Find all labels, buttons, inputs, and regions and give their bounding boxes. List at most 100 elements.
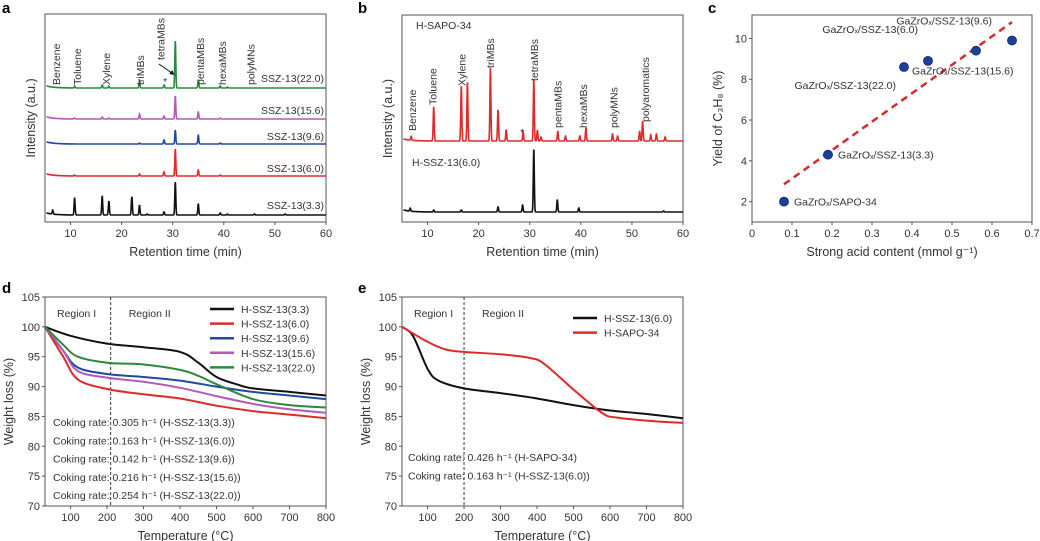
chromatogram-trace bbox=[403, 149, 683, 213]
y-axis-label: Intensity (a.u.) bbox=[24, 78, 38, 157]
x-tick-label: 0.3 bbox=[864, 228, 879, 240]
y-tick-label: 10 bbox=[735, 33, 747, 45]
point-label: GaZrOₓ/SAPO-34 bbox=[794, 197, 877, 209]
region-label: Region I bbox=[414, 308, 453, 320]
panel-letter: a bbox=[2, 0, 11, 17]
y-axis-label: Weight loss (%) bbox=[359, 358, 373, 445]
peak-label: hexaMBs bbox=[578, 84, 590, 128]
point-label: GaZrOₓ/SSZ-13(9.6) bbox=[896, 15, 992, 27]
legend-label: H-SSZ-13(6.0) bbox=[604, 313, 672, 325]
x-tick-label: 40 bbox=[218, 228, 230, 240]
y-tick-label: 2 bbox=[741, 197, 747, 209]
axes-frame bbox=[401, 14, 684, 223]
y-tick-label: 105 bbox=[379, 292, 397, 304]
panel-c: c 0 0.1 0.2 0.3 0.4 0.5 0.6 0.7 2 4 6 8 10 Strong acid… bbox=[708, 0, 1040, 259]
y-tick-label: 90 bbox=[385, 382, 397, 394]
peak-label: polyaromatics bbox=[640, 57, 652, 122]
trace-label: SSZ-13(15.6) bbox=[261, 105, 324, 117]
arrow-head-icon bbox=[169, 70, 175, 75]
trace-label: SSZ-13(9.6) bbox=[267, 131, 324, 143]
x-axis-label: Retention time (min) bbox=[486, 245, 599, 259]
x-tick-label: 60 bbox=[677, 228, 689, 240]
peak-label: pentaMBs bbox=[552, 81, 564, 128]
x-tick-label: 60 bbox=[320, 228, 332, 240]
x-tick-label: 700 bbox=[280, 512, 298, 524]
chromatogram-trace bbox=[46, 95, 326, 120]
x-tick-label: 500 bbox=[564, 512, 582, 524]
peak-label: polyMNs bbox=[245, 44, 257, 85]
x-tick-label: 20 bbox=[473, 228, 485, 240]
asterisk: * bbox=[163, 76, 167, 88]
chromatogram-trace bbox=[46, 40, 326, 89]
tga-curve bbox=[44, 326, 327, 414]
peak-label: tetraMBs bbox=[529, 39, 541, 81]
data-point bbox=[923, 55, 933, 66]
region-label: Region II bbox=[129, 308, 171, 320]
legend-label: H-SAPO-34 bbox=[604, 328, 660, 340]
trace-label: SSZ-13(6.0) bbox=[267, 163, 324, 175]
y-tick-label: 80 bbox=[28, 441, 40, 453]
chromatogram-trace bbox=[46, 129, 326, 145]
data-point bbox=[1007, 35, 1017, 46]
axes-frame bbox=[44, 296, 327, 507]
y-tick-label: 75 bbox=[385, 471, 397, 483]
y-tick-label: 8 bbox=[741, 74, 747, 86]
legend-label: H-SSZ-13(22.0) bbox=[241, 362, 315, 374]
x-tick-label: 700 bbox=[637, 512, 655, 524]
panel-b: b 10 20 30 40 50 60 Retention time (min) Intensi… bbox=[358, 0, 689, 259]
y-tick-label: 4 bbox=[741, 156, 747, 168]
x-tick-label: 500 bbox=[207, 512, 225, 524]
panel-d: d 100 200 300 400 500 600 700 800 70 75 80 85 90 95 100… bbox=[2, 280, 335, 541]
tga-curve bbox=[401, 325, 684, 424]
x-tick-label: 600 bbox=[601, 512, 619, 524]
x-tick-label: 40 bbox=[575, 228, 587, 240]
peak-label: tetraMBs bbox=[155, 18, 167, 60]
region-label: Region I bbox=[57, 308, 96, 320]
trace-label: H-SAPO-34 bbox=[416, 20, 472, 32]
peak-label: Benzene bbox=[51, 43, 63, 85]
axes-frame bbox=[44, 13, 327, 223]
legend-label: H-SSZ-13(15.6) bbox=[241, 348, 315, 360]
y-tick-label: 85 bbox=[385, 411, 397, 423]
tga-curve bbox=[44, 326, 327, 420]
x-tick-label: 10 bbox=[64, 228, 76, 240]
peak-label: triMBs bbox=[485, 38, 497, 68]
x-tick-label: 0.7 bbox=[1024, 228, 1039, 240]
y-tick-label: 70 bbox=[28, 501, 40, 513]
coking-rate-annotation: Coking rate: 0.142 h⁻¹ (H-SSZ-13(9.6)) bbox=[53, 454, 235, 466]
peak-label: Toluene bbox=[72, 48, 84, 85]
coking-rate-annotation: Coking rate: 0.254 h⁻¹ (H-SSZ-13(22.0)) bbox=[53, 490, 241, 502]
x-axis-label: Strong acid content (mmol g⁻¹) bbox=[806, 245, 977, 259]
y-tick-label: 75 bbox=[28, 471, 40, 483]
y-tick-label: 95 bbox=[28, 352, 40, 364]
region-label: Region II bbox=[482, 308, 524, 320]
panel-letter: c bbox=[708, 0, 716, 17]
coking-rate-annotation: Coking rate: 0.426 h⁻¹ (H-SAPO-34) bbox=[408, 452, 577, 464]
x-tick-label: 100 bbox=[61, 512, 79, 524]
chromatogram-trace bbox=[46, 181, 326, 216]
y-tick-label: 6 bbox=[741, 115, 747, 127]
x-tick-label: 200 bbox=[455, 512, 473, 524]
x-tick-label: 300 bbox=[134, 512, 152, 524]
peak-label: pentaMBs bbox=[195, 38, 207, 85]
y-tick-label: 90 bbox=[28, 382, 40, 394]
axes-frame bbox=[401, 296, 684, 507]
legend-label: H-SSZ-13(6.0) bbox=[241, 319, 309, 331]
x-tick-label: 200 bbox=[98, 512, 116, 524]
coking-rate-annotation: Coking rate: 0.216 h⁻¹ (H-SSZ-13(15.6)) bbox=[53, 472, 241, 484]
x-tick-label: 50 bbox=[626, 228, 638, 240]
x-tick-label: 0.4 bbox=[904, 228, 919, 240]
x-tick-label: 0.1 bbox=[784, 228, 799, 240]
y-tick-label: 85 bbox=[28, 411, 40, 423]
y-tick-label: 80 bbox=[385, 441, 397, 453]
peak-label: triMBs bbox=[135, 55, 147, 85]
point-label: GaZrOₓ/SSZ-13(22.0) bbox=[795, 80, 896, 92]
x-tick-label: 400 bbox=[171, 512, 189, 524]
y-tick-label: 70 bbox=[385, 501, 397, 513]
x-tick-label: 0.6 bbox=[984, 228, 999, 240]
x-tick-label: 800 bbox=[674, 512, 692, 524]
data-point bbox=[779, 196, 789, 207]
x-tick-label: 300 bbox=[491, 512, 509, 524]
x-tick-label: 400 bbox=[528, 512, 546, 524]
